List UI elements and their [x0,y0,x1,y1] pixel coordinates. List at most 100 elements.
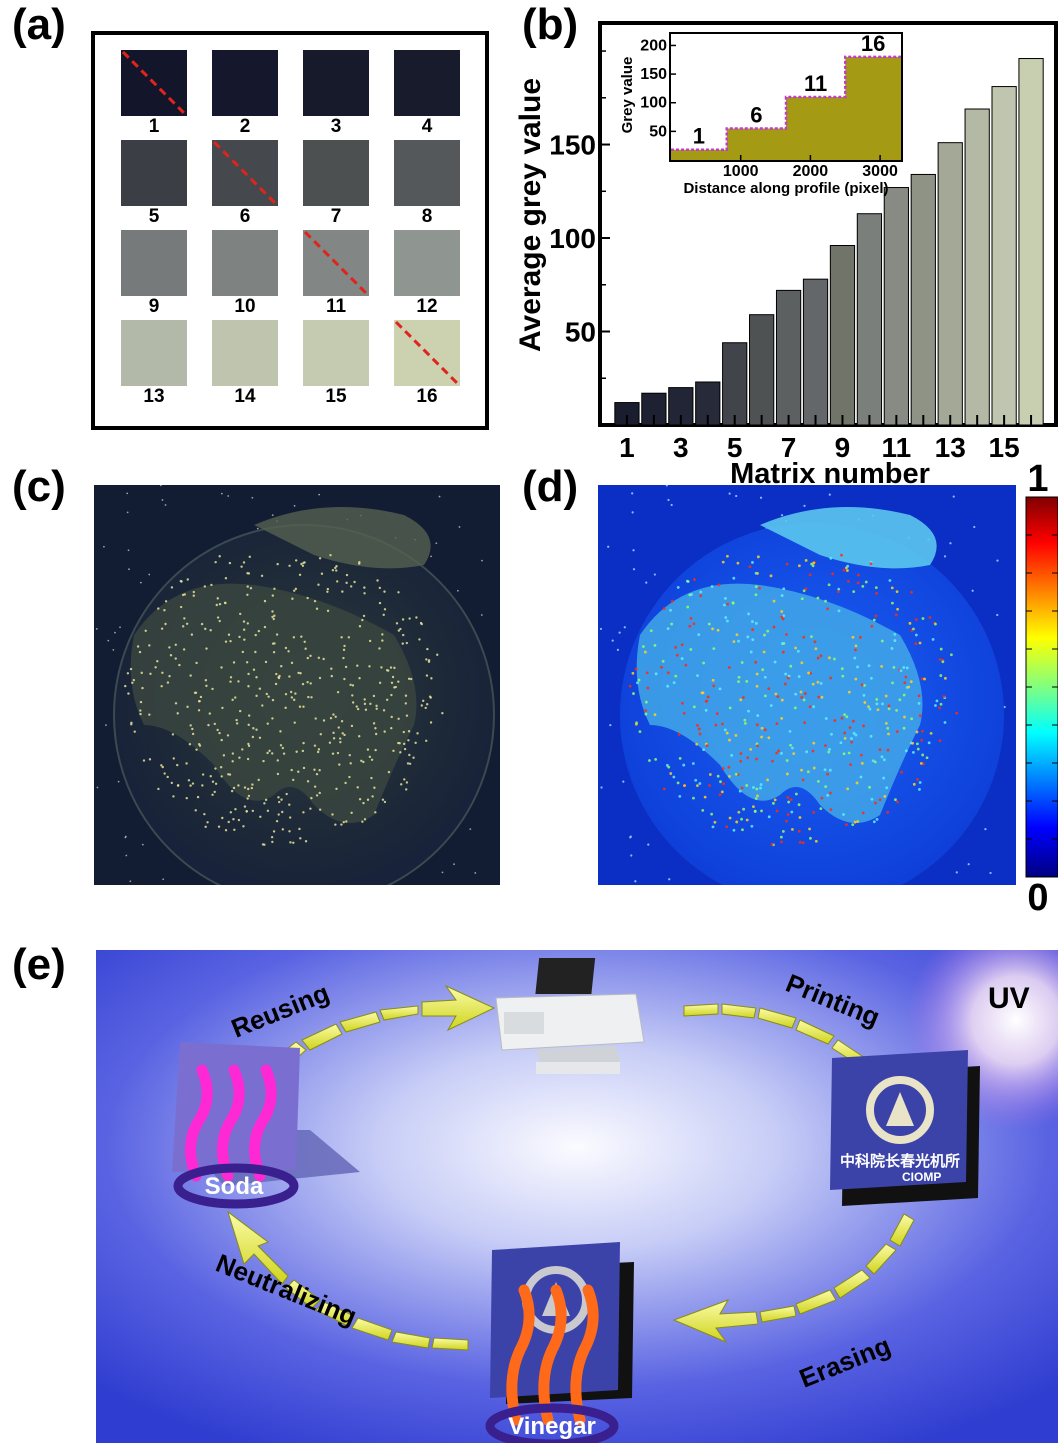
patch-number-8: 8 [422,206,433,227]
patch-10 [212,230,278,296]
arrow-printing-seg [721,1003,757,1019]
x-tick-label-1: 1 [619,432,635,463]
patch-3 [303,50,369,116]
patch-13 [121,320,187,386]
bar-12 [910,173,936,426]
patch-number-2: 2 [240,116,251,137]
inset-y-tick-label-50: 50 [649,123,667,140]
bar-11 [883,187,909,426]
panel-label-d: (d) [522,462,579,511]
patch-number-5: 5 [149,206,160,227]
logo-icon [866,1076,934,1144]
patch-8 [394,140,460,206]
arrow-neutralizing-head [227,1210,289,1285]
patch-number-12: 12 [416,296,437,317]
patch-12 [394,230,460,296]
patch-number-14: 14 [234,386,256,407]
inset-step-label-11: 11 [804,71,827,96]
printed-card: 中科院长春光机所 CIOMP [830,1050,980,1206]
profile-line-16 [394,320,460,386]
uv-label: UV [988,982,1030,1015]
colorbar-max-label: 1 [1027,458,1048,500]
profile-line-1 [121,50,187,116]
patch-2 [212,50,278,116]
profile-line-6 [212,140,278,206]
panel-label-c: (c) [12,462,66,511]
patch-number-16: 16 [416,386,437,407]
colorbar-min-label: 0 [1027,877,1048,915]
vinegar-label: Vinegar [508,1413,596,1440]
bar-5 [722,342,748,426]
x-tick-label-13: 13 [935,432,966,463]
bar-10 [856,213,883,426]
soda-card: Soda [172,1042,360,1209]
arrow-neutralizing-seg [431,1337,469,1351]
arrow-neutralizing-seg [391,1331,431,1349]
inset-x-tick-label-2000: 2000 [793,163,829,180]
colorbar: 1 0 [1025,458,1058,915]
patch-number-10: 10 [234,296,255,317]
patch-5 [121,140,187,206]
inset-x-tick-label-3000: 3000 [862,163,898,180]
vinegar-card: Vinegar [485,1242,634,1443]
arrow-erasing-head [672,1299,759,1344]
inset-step-label-16: 16 [861,31,885,56]
y-tick-label-150: 150 [549,130,596,161]
patch-number-6: 6 [240,206,251,227]
x-tick-label-9: 9 [835,432,851,463]
arrow-neutralizing-seg [315,1301,355,1327]
printer-icon [495,958,645,1074]
profile-line-11 [303,230,369,296]
reuse-cycle-diagram: UV Reusing Printing Erasing Neutralizing… [96,950,1058,1443]
x-tick-label-5: 5 [727,432,743,463]
arrow-printing-seg [683,1003,719,1017]
bar-13 [937,142,963,426]
y-tick-label-100: 100 [549,223,596,254]
earth-photo [94,485,500,885]
x-tick-label-15: 15 [989,432,1020,463]
arrow-printing-seg [757,1007,797,1029]
patch-4 [394,50,460,116]
y-axis-label: Average grey value [514,78,547,352]
patch-number-9: 9 [149,296,160,317]
inset-y-tick-label-100: 100 [640,95,667,112]
patch-number-3: 3 [331,116,342,137]
arrow-neutralizing-seg [285,1279,321,1309]
arrow-reusing-seg [339,1011,381,1033]
arrow-erasing-seg [865,1243,897,1275]
inset-y-tick-label-150: 150 [640,66,667,83]
bar-9 [829,245,856,426]
bar-8 [802,278,829,426]
x-tick-label-7: 7 [781,432,797,463]
arrow-erasing-seg [833,1269,871,1299]
bar-16 [1018,58,1044,426]
patch-number-13: 13 [143,386,164,407]
panel-label-e: (e) [12,940,66,989]
arrow-neutralizing-seg [351,1317,393,1341]
inset-step-label-1: 1 [693,124,705,149]
panel-label-b: (b) [522,0,579,49]
arrow-reusing-seg [379,1005,419,1021]
patch-14 [212,320,278,386]
arrow-reusing-seg [301,1023,343,1051]
x-axis-label: Matrix number [730,458,930,490]
inset-y-label: Grey value [619,57,636,134]
x-tick-label-11: 11 [882,432,912,463]
card-logo-en: CIOMP [902,1170,941,1184]
bar-15 [991,86,1017,426]
arrow-reusing-head [421,984,496,1032]
panel-label-a: (a) [12,0,66,49]
patch-9 [121,230,187,296]
patch-number-1: 1 [149,116,160,137]
patch-number-7: 7 [331,206,342,227]
arrow-erasing-seg [889,1213,915,1247]
patch-7 [303,140,369,206]
false-color-earth [598,485,1016,885]
inset-y-tick-label-200: 200 [640,37,667,54]
bar-14 [964,108,990,426]
arrow-erasing-seg [795,1289,837,1315]
soda-label: Soda [205,1173,264,1200]
patch-15 [303,320,369,386]
